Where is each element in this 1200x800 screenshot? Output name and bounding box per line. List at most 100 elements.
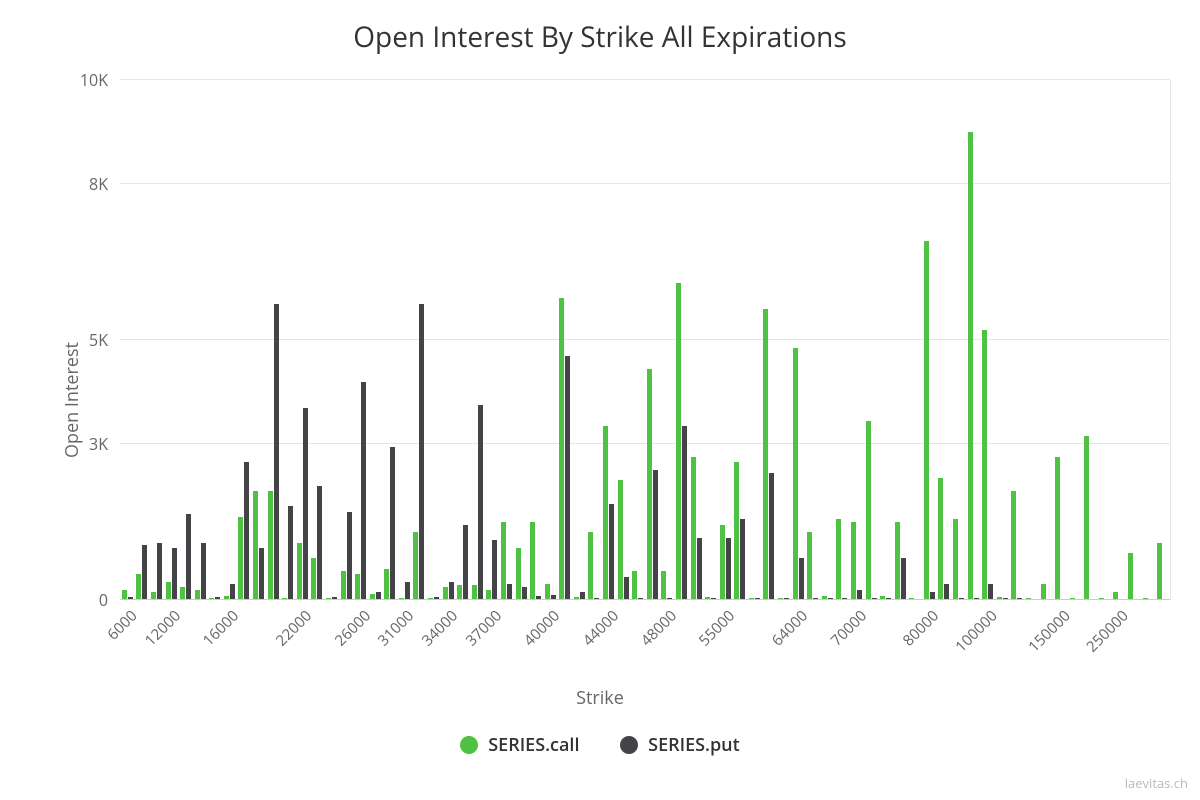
bar-call[interactable] (632, 571, 637, 600)
x-tick-label: 250000 (1083, 606, 1134, 657)
bar-call[interactable] (559, 298, 564, 600)
bar-call[interactable] (763, 309, 768, 600)
bar-call[interactable] (413, 532, 418, 600)
bar-call[interactable] (953, 519, 958, 600)
bar-put[interactable] (317, 486, 322, 600)
bar-call[interactable] (938, 478, 943, 600)
legend-label-call: SERIES.call (488, 733, 579, 757)
bar-put[interactable] (944, 584, 949, 600)
legend-item-call[interactable]: SERIES.call (460, 733, 579, 757)
bar-put[interactable] (390, 447, 395, 600)
bar-put[interactable] (347, 512, 352, 600)
legend: SERIES.call SERIES.put (0, 733, 1200, 760)
bar-put[interactable] (507, 584, 512, 600)
bar-put[interactable] (901, 558, 906, 600)
bar-put[interactable] (449, 582, 454, 600)
bar-put[interactable] (288, 506, 293, 600)
bar-put[interactable] (230, 584, 235, 600)
x-tick-label: 40000 (520, 606, 564, 650)
bar-call[interactable] (355, 574, 360, 600)
bar-call[interactable] (836, 519, 841, 600)
bar-call[interactable] (530, 522, 535, 600)
bar-call[interactable] (501, 522, 506, 600)
bar-call[interactable] (1041, 584, 1046, 600)
bar-put[interactable] (259, 548, 264, 600)
bar-put[interactable] (740, 519, 745, 600)
bar-call[interactable] (720, 525, 725, 600)
bar-put[interactable] (799, 558, 804, 600)
bar-call[interactable] (341, 571, 346, 600)
bar-call[interactable] (457, 585, 462, 600)
bar-call[interactable] (311, 558, 316, 600)
bar-call[interactable] (895, 522, 900, 600)
y-tick-label: 10K (80, 69, 120, 91)
bar-call[interactable] (676, 283, 681, 600)
bar-call[interactable] (647, 369, 652, 600)
bar-call[interactable] (734, 462, 739, 600)
bar-call[interactable] (472, 585, 477, 600)
bar-put[interactable] (769, 473, 774, 600)
bar-call[interactable] (807, 532, 812, 600)
bar-call[interactable] (545, 584, 550, 600)
bar-put[interactable] (609, 504, 614, 600)
bar-put[interactable] (653, 470, 658, 600)
bar-put[interactable] (186, 514, 191, 600)
bar-put[interactable] (565, 356, 570, 600)
bar-call[interactable] (793, 348, 798, 600)
bar-put[interactable] (405, 582, 410, 600)
bar-put[interactable] (988, 584, 993, 600)
bar-call[interactable] (661, 571, 666, 600)
legend-item-put[interactable]: SERIES.put (620, 733, 740, 757)
bar-put[interactable] (624, 577, 629, 600)
legend-label-put: SERIES.put (648, 733, 740, 757)
bar-call[interactable] (166, 582, 171, 600)
bar-put[interactable] (157, 543, 162, 600)
bar-put[interactable] (172, 548, 177, 600)
x-tick-label: 70000 (826, 606, 870, 650)
bar-call[interactable] (851, 522, 856, 600)
bar-put[interactable] (682, 426, 687, 600)
bar-call[interactable] (253, 491, 258, 600)
x-tick-label: 48000 (637, 606, 681, 650)
bar-put[interactable] (142, 545, 147, 600)
bar-call[interactable] (618, 480, 623, 600)
x-tick-label: 31000 (374, 606, 418, 650)
bar-put[interactable] (274, 304, 279, 600)
x-tick-label: 150000 (1024, 606, 1075, 657)
bar-call[interactable] (1157, 543, 1162, 600)
bar-call[interactable] (603, 426, 608, 600)
bar-call[interactable] (588, 532, 593, 600)
bar-call[interactable] (968, 132, 973, 600)
bar-call[interactable] (1011, 491, 1016, 600)
bar-call[interactable] (1084, 436, 1089, 600)
bar-call[interactable] (924, 241, 929, 600)
bar-put[interactable] (726, 538, 731, 600)
legend-swatch-put (620, 736, 638, 754)
bar-call[interactable] (297, 543, 302, 600)
bar-put[interactable] (492, 540, 497, 600)
bar-call[interactable] (384, 569, 389, 600)
bar-call[interactable] (982, 330, 987, 600)
bar-call[interactable] (238, 517, 243, 600)
bar-call[interactable] (268, 491, 273, 600)
oi-by-strike-chart: Open Interest By Strike All Expirations … (0, 0, 1200, 800)
y-tick-label: 8K (89, 173, 120, 195)
bar-put[interactable] (244, 462, 249, 600)
bar-put[interactable] (419, 304, 424, 600)
bar-call[interactable] (136, 574, 141, 600)
bar-put[interactable] (697, 538, 702, 600)
bar-call[interactable] (866, 421, 871, 600)
bar-call[interactable] (1055, 457, 1060, 600)
x-tick-label: 12000 (141, 606, 185, 650)
bar-put[interactable] (201, 543, 206, 600)
bar-call[interactable] (1128, 553, 1133, 600)
bar-put[interactable] (463, 525, 468, 600)
bar-put[interactable] (361, 382, 366, 600)
y-axis-label: Open Interest (60, 342, 84, 458)
bar-call[interactable] (516, 548, 521, 600)
bar-put[interactable] (303, 408, 308, 600)
bar-put[interactable] (478, 405, 483, 600)
attribution: laevitas.ch (1125, 774, 1188, 792)
bar-call[interactable] (691, 457, 696, 600)
x-tick-label: 100000 (951, 606, 1002, 657)
